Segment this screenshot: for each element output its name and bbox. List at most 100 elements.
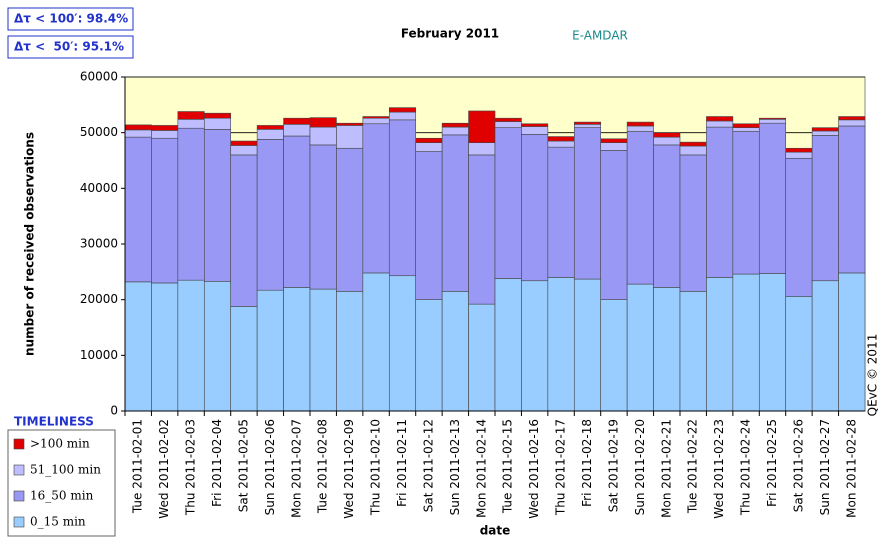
bar-segment xyxy=(362,272,390,412)
bar-segment xyxy=(573,124,602,128)
bar-segment xyxy=(811,130,839,136)
bar-segment xyxy=(758,117,787,120)
legend-label: >100 min xyxy=(30,437,90,451)
y-tick-label: 20000 xyxy=(80,292,118,306)
legend-label: 51_100 min xyxy=(30,463,101,477)
chart-title: February 2011 xyxy=(401,27,499,41)
y-tick-label: 30000 xyxy=(80,237,118,251)
x-tick-label: Wed 2011-02-09 xyxy=(342,419,356,519)
bar-segment xyxy=(203,117,232,130)
bar-segment xyxy=(706,116,734,122)
bar-segment xyxy=(309,126,337,146)
bar-segment xyxy=(309,117,337,128)
x-tick-label: Sun 2011-02-27 xyxy=(818,419,832,515)
bar-segment xyxy=(547,277,575,412)
bar-segment xyxy=(626,125,654,132)
bar-segment xyxy=(441,122,469,128)
bar-segment xyxy=(177,111,205,120)
bar-segment xyxy=(758,119,787,124)
x-tick-label: Fri 2011-02-04 xyxy=(210,419,224,507)
x-tick-label: Thu 2011-02-17 xyxy=(554,419,568,516)
bar-segment xyxy=(415,299,443,412)
bar-segment xyxy=(679,141,707,147)
legend-swatch xyxy=(13,464,25,476)
y-tick-label: 60000 xyxy=(80,70,118,84)
bar-segment xyxy=(600,299,628,412)
bar-segment xyxy=(600,138,628,143)
legend-label: 0_15 min xyxy=(30,515,86,529)
bar-segment xyxy=(732,123,760,128)
bar-segment xyxy=(151,125,179,131)
bar-segment xyxy=(283,135,311,288)
bar-segment xyxy=(626,131,654,285)
bar-segment xyxy=(521,280,549,412)
x-tick-label: Sun 2011-02-06 xyxy=(263,419,277,515)
bar-segment xyxy=(230,140,258,146)
bar-segment xyxy=(124,281,152,412)
legend-title: TIMELINESS xyxy=(14,415,94,429)
bar-segment xyxy=(283,287,311,412)
bar-segment xyxy=(441,291,469,412)
bar-segment xyxy=(124,124,152,131)
x-tick-label: Tue 2011-02-08 xyxy=(316,419,330,514)
bar-segment xyxy=(547,136,575,142)
x-tick-label: Tue 2011-02-22 xyxy=(686,419,700,514)
bar-segment xyxy=(521,126,549,135)
bar-segment xyxy=(785,296,813,412)
x-tick-label: Mon 2011-02-28 xyxy=(844,419,858,518)
legend-swatch xyxy=(13,516,25,528)
bar-segment xyxy=(177,119,205,129)
bar-segment xyxy=(653,287,681,412)
bar-segment xyxy=(468,303,496,412)
bar-segment xyxy=(256,125,284,130)
bar-segment xyxy=(785,147,813,153)
legend-box xyxy=(7,429,116,537)
x-tick-label: Sat 2011-02-12 xyxy=(421,419,435,512)
bar-segment xyxy=(732,127,760,132)
y-tick-label: 40000 xyxy=(80,181,118,195)
bar-segment xyxy=(283,117,311,125)
bar-segment xyxy=(151,130,179,139)
credit: QEvC © 2011 xyxy=(866,334,880,417)
legend-swatch xyxy=(13,490,25,502)
bar-segment xyxy=(336,147,364,292)
bar-segment xyxy=(151,282,179,412)
x-tick-label: Mon 2011-02-21 xyxy=(659,419,673,518)
bar-segment xyxy=(838,125,866,274)
bar-segment xyxy=(256,129,284,140)
bar-segment xyxy=(415,142,443,152)
bar-segment xyxy=(758,273,787,412)
bar-segment xyxy=(679,154,707,292)
legend-swatch xyxy=(13,438,25,450)
bar-segment xyxy=(521,123,549,127)
x-axis-label: date xyxy=(480,524,511,538)
bar-segment xyxy=(336,125,364,149)
bar-segment xyxy=(362,116,390,119)
x-tick-label: Fri 2011-02-25 xyxy=(765,419,779,507)
y-tick-label: 0 xyxy=(110,404,118,418)
bar-segment xyxy=(626,283,654,412)
bar-segment xyxy=(468,142,496,156)
bar-segment xyxy=(838,119,866,127)
bar-segment xyxy=(177,279,205,412)
bar-segment xyxy=(838,116,866,121)
bar-segment xyxy=(494,121,522,128)
x-tick-label: Wed 2011-02-16 xyxy=(527,419,541,519)
x-tick-label: Fri 2011-02-11 xyxy=(395,419,409,507)
y-tick-label: 10000 xyxy=(80,348,118,362)
bar-segment xyxy=(811,135,839,282)
bar-segment xyxy=(758,122,787,274)
bar-segment xyxy=(309,288,337,412)
bar-segment xyxy=(203,129,232,282)
x-tick-label: Mon 2011-02-14 xyxy=(474,419,488,518)
bar-segment xyxy=(124,129,152,138)
bar-segment xyxy=(547,140,575,148)
bar-segment xyxy=(785,157,813,297)
bar-segment xyxy=(283,124,311,137)
bar-segment xyxy=(388,107,417,113)
annotation: Δτ < 100′: 98.4% xyxy=(14,12,128,26)
bar-segment xyxy=(679,291,707,412)
bar-segment xyxy=(468,110,496,143)
bar-segment xyxy=(706,126,734,278)
